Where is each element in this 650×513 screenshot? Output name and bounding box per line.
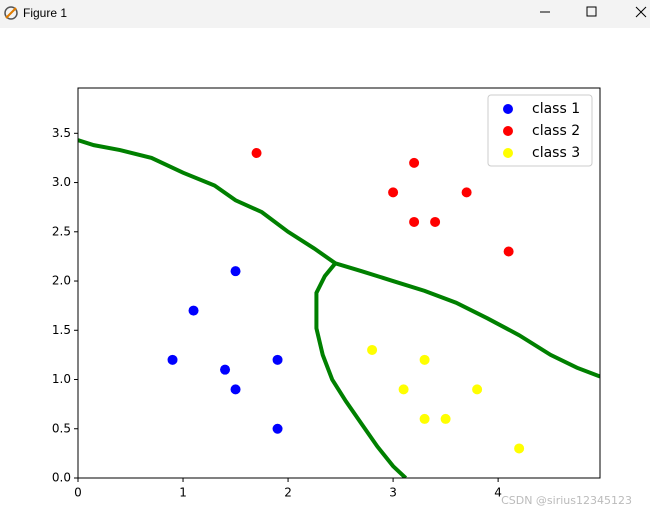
point bbox=[461, 187, 472, 198]
decision-boundary bbox=[78, 138, 600, 379]
y-tick-label: 3.0 bbox=[52, 175, 71, 189]
window-controls[interactable] bbox=[520, 0, 650, 28]
legend-box bbox=[487, 94, 593, 167]
point bbox=[367, 344, 378, 355]
y-tick-label: 2.0 bbox=[52, 274, 71, 288]
x-tick-label: 0 bbox=[74, 486, 82, 500]
y-tick-label: 1.5 bbox=[52, 323, 71, 337]
close[interactable] bbox=[635, 6, 647, 18]
point bbox=[419, 354, 430, 365]
legend-marker bbox=[503, 104, 513, 114]
window-title: Figure 1 bbox=[23, 6, 68, 20]
point bbox=[388, 187, 399, 198]
y-tick-label: 3.5 bbox=[52, 126, 71, 140]
legend-label: class 3 bbox=[532, 145, 580, 161]
point bbox=[503, 246, 514, 257]
title-bar: Figure 1 bbox=[0, 0, 650, 28]
point bbox=[272, 354, 283, 365]
legend-label: class 1 bbox=[532, 101, 580, 117]
point bbox=[409, 157, 420, 168]
legend-marker bbox=[503, 148, 513, 158]
point bbox=[409, 216, 420, 227]
legend-label: class 2 bbox=[532, 123, 580, 139]
point bbox=[167, 354, 178, 365]
point bbox=[440, 413, 451, 424]
watermark: CSDN @sirius12345123 bbox=[501, 494, 632, 507]
y-tick-label: 2.5 bbox=[52, 224, 71, 238]
point bbox=[430, 216, 441, 227]
decision-boundary bbox=[314, 262, 408, 478]
y-tick-label: 0.0 bbox=[52, 471, 71, 485]
y-tick-label: 0.5 bbox=[52, 421, 71, 435]
x-tick-label: 4 bbox=[494, 486, 502, 500]
point bbox=[220, 364, 231, 375]
axes-frame bbox=[77, 87, 601, 479]
chart: CSDN @sirius12345123 0 1 2 3 4 0.0 0.5 1.0 1.5 2.… bbox=[52, 87, 632, 507]
point bbox=[230, 384, 241, 395]
point bbox=[472, 384, 483, 395]
point bbox=[419, 413, 430, 424]
point bbox=[272, 423, 283, 434]
x-tick-label: 3 bbox=[389, 486, 397, 500]
legend-marker bbox=[503, 126, 513, 136]
x-tick-label: 2 bbox=[284, 486, 292, 500]
point bbox=[188, 305, 199, 316]
x-tick-label: 1 bbox=[179, 486, 187, 500]
point bbox=[230, 266, 241, 277]
y-tick-label: 1.0 bbox=[52, 372, 71, 386]
app-icon bbox=[4, 6, 18, 20]
point bbox=[514, 443, 525, 454]
maximize[interactable] bbox=[586, 6, 597, 17]
point bbox=[398, 384, 409, 395]
point bbox=[251, 148, 262, 158]
